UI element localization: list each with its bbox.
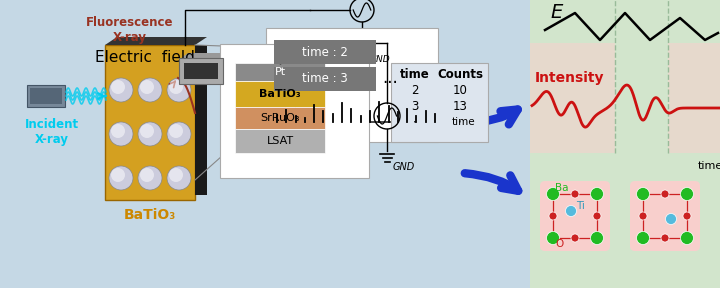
Bar <box>235 63 325 81</box>
Circle shape <box>138 78 162 102</box>
Circle shape <box>111 80 125 94</box>
Circle shape <box>636 187 649 200</box>
FancyBboxPatch shape <box>274 67 376 91</box>
Circle shape <box>636 232 649 245</box>
Text: Pt: Pt <box>274 67 286 77</box>
Circle shape <box>683 212 691 220</box>
Text: LSAT: LSAT <box>266 136 294 146</box>
FancyBboxPatch shape <box>540 181 610 251</box>
Text: ⋅: ⋅ <box>413 115 417 128</box>
Circle shape <box>109 78 133 102</box>
Text: O: O <box>555 239 563 249</box>
Circle shape <box>140 124 154 138</box>
Text: SrRuO₃: SrRuO₃ <box>260 113 300 123</box>
Bar <box>235 81 325 107</box>
Text: ⋅: ⋅ <box>458 115 462 128</box>
Text: time: time <box>452 117 476 127</box>
Text: GND: GND <box>370 55 391 64</box>
Text: Counts: Counts <box>437 69 483 82</box>
Circle shape <box>138 122 162 146</box>
Bar <box>30 88 62 104</box>
Circle shape <box>169 124 183 138</box>
Text: time : 2: time : 2 <box>302 46 348 58</box>
Text: E: E <box>550 3 562 22</box>
Circle shape <box>169 168 183 182</box>
Circle shape <box>571 234 579 242</box>
Circle shape <box>140 168 154 182</box>
Circle shape <box>546 187 559 200</box>
Text: Incident
X-ray: Incident X-ray <box>25 118 79 146</box>
Text: GND: GND <box>393 162 415 172</box>
Circle shape <box>167 78 191 102</box>
Circle shape <box>593 212 601 220</box>
Text: time : 3: time : 3 <box>302 73 348 86</box>
Circle shape <box>111 168 125 182</box>
FancyBboxPatch shape <box>274 40 376 64</box>
Polygon shape <box>180 53 230 59</box>
Circle shape <box>680 232 693 245</box>
Bar <box>235 107 325 129</box>
Text: Fluorescence
X-ray: Fluorescence X-ray <box>86 16 174 44</box>
Text: BaTiO₃: BaTiO₃ <box>259 89 301 99</box>
Bar <box>105 45 195 200</box>
Circle shape <box>546 232 559 245</box>
Circle shape <box>549 212 557 220</box>
Circle shape <box>167 166 191 190</box>
Circle shape <box>140 80 154 94</box>
Bar <box>668 43 720 153</box>
Circle shape <box>571 190 579 198</box>
Bar <box>0 0 530 288</box>
Circle shape <box>639 212 647 220</box>
Circle shape <box>167 122 191 146</box>
Circle shape <box>109 122 133 146</box>
Bar <box>643 194 687 238</box>
FancyBboxPatch shape <box>266 28 438 142</box>
Text: 3: 3 <box>411 99 419 113</box>
FancyBboxPatch shape <box>27 85 65 107</box>
Bar <box>530 0 720 288</box>
Circle shape <box>661 190 669 198</box>
FancyBboxPatch shape <box>184 63 218 79</box>
Text: time: time <box>698 161 720 171</box>
Circle shape <box>565 206 577 217</box>
Bar <box>235 129 325 153</box>
Bar <box>553 194 597 238</box>
Text: 10: 10 <box>453 84 467 96</box>
Circle shape <box>661 234 669 242</box>
Polygon shape <box>105 37 207 45</box>
FancyBboxPatch shape <box>220 44 369 178</box>
Text: 13: 13 <box>453 99 467 113</box>
FancyBboxPatch shape <box>179 58 223 84</box>
Text: Intensity: Intensity <box>535 71 605 85</box>
FancyBboxPatch shape <box>630 181 700 251</box>
Text: Ba: Ba <box>555 183 569 193</box>
FancyBboxPatch shape <box>195 45 207 195</box>
Circle shape <box>169 80 183 94</box>
Text: time: time <box>400 69 430 82</box>
Circle shape <box>665 213 677 225</box>
Circle shape <box>109 166 133 190</box>
Text: BaTiO₃: BaTiO₃ <box>124 208 176 222</box>
Text: ...: ... <box>382 69 398 87</box>
Text: 2: 2 <box>411 84 419 96</box>
Circle shape <box>680 187 693 200</box>
Circle shape <box>138 166 162 190</box>
Text: Ti: Ti <box>576 201 585 211</box>
FancyBboxPatch shape <box>391 63 488 142</box>
Bar <box>530 43 615 153</box>
Circle shape <box>111 124 125 138</box>
Circle shape <box>590 187 603 200</box>
Circle shape <box>590 232 603 245</box>
Text: Electric  field: Electric field <box>95 50 195 65</box>
